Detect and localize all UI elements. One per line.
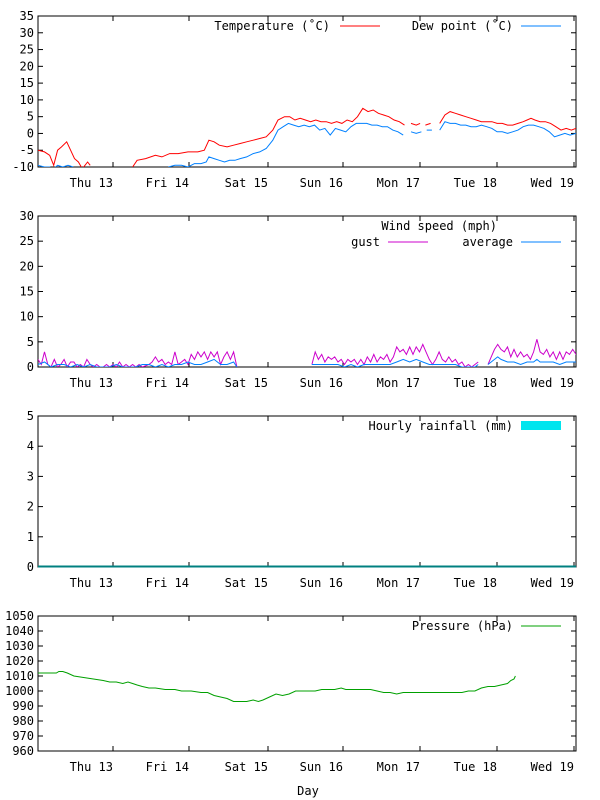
x-tick-label: Sun 16 [300, 760, 343, 774]
legend-entry: Pressure (hPa) [412, 619, 513, 633]
y-tick-label: 15 [20, 285, 34, 299]
series-line [410, 122, 421, 126]
y-tick-label: 4 [27, 439, 34, 453]
series-line [410, 131, 422, 134]
y-tick-label: 1020 [5, 654, 34, 668]
legend-title: Wind speed (mph) [381, 219, 497, 233]
y-tick-label: 1040 [5, 624, 34, 638]
series-line [425, 122, 431, 126]
y-tick-label: 25 [20, 43, 34, 57]
legend-entry: Temperature (˚C) [214, 18, 330, 33]
chart-2: 0 5 10 15 20 25 30 Thu 13 Fri 14 Sat 15 Sun 16 Mon … [20, 209, 577, 390]
x-tick-label: Tue 18 [454, 176, 497, 190]
chart-3: 0 1 2 3 4 5 Thu 13 Fri 14 Sat 15 Sun 16 Mon 17 Tue … [27, 409, 577, 590]
legend-swatch [521, 421, 561, 430]
x-axis-title: Day [297, 784, 319, 798]
x-tick-label: Sun 16 [300, 576, 343, 590]
y-tick-label: 990 [12, 699, 34, 713]
chart-1: -10 -5 0 5 10 15 20 25 30 35 Thu 13 Fri 14 Sat 15 Sun… [12, 9, 577, 190]
y-tick-label: 35 [20, 9, 34, 23]
y-tick-label: 3 [27, 469, 34, 483]
x-tick-label: Wed 19 [531, 760, 574, 774]
y-tick-label: 5 [27, 409, 34, 423]
y-tick-label: 960 [12, 744, 34, 758]
y-tick-label: 20 [20, 259, 34, 273]
y-tick-label: 970 [12, 729, 34, 743]
x-tick-label: Tue 18 [454, 760, 497, 774]
series-line [311, 343, 479, 367]
plot-frame [37, 15, 577, 168]
y-tick-label: 20 [20, 59, 34, 73]
x-tick-label: Mon 17 [377, 760, 420, 774]
y-tick-label: 10 [20, 310, 34, 324]
series-line [168, 122, 404, 167]
y-tick-label: -5 [20, 143, 34, 157]
x-tick-label: Wed 19 [531, 176, 574, 190]
y-tick-label: 0 [27, 360, 34, 374]
y-tick-label: 10 [20, 93, 34, 107]
y-tick-label: 5 [27, 335, 34, 349]
x-tick-label: Fri 14 [146, 176, 189, 190]
x-tick-label: Thu 13 [70, 376, 113, 390]
x-tick-label: Sat 15 [225, 576, 268, 590]
series-line [38, 140, 91, 167]
x-tick-label: Wed 19 [531, 576, 574, 590]
y-tick-label: 1050 [5, 609, 34, 623]
x-tick-label: Tue 18 [454, 576, 497, 590]
x-tick-label: Fri 14 [146, 760, 189, 774]
y-tick-label: 0 [27, 560, 34, 574]
y-tick-label: 980 [12, 714, 34, 728]
series-line [132, 107, 405, 167]
y-tick-label: 1010 [5, 669, 34, 683]
y-tick-label: 1030 [5, 639, 34, 653]
series-line [311, 358, 479, 367]
x-tick-label: Mon 17 [377, 576, 420, 590]
x-tick-label: Sun 16 [300, 176, 343, 190]
y-tick-label: -10 [12, 160, 34, 174]
y-tick-label: 5 [27, 110, 34, 124]
y-tick-label: 2 [27, 500, 34, 514]
y-tick-label: 15 [20, 76, 34, 90]
x-tick-label: Mon 17 [377, 376, 420, 390]
y-tick-label: 0 [27, 126, 34, 140]
x-tick-label: Sat 15 [225, 376, 268, 390]
x-tick-label: Sat 15 [225, 176, 268, 190]
x-tick-label: Thu 13 [70, 176, 113, 190]
x-tick-label: Sat 15 [225, 760, 268, 774]
y-tick-label: 1000 [5, 684, 34, 698]
series-line [439, 111, 576, 131]
series-line [439, 121, 576, 138]
series-line [38, 350, 238, 367]
series-line [38, 671, 516, 703]
x-tick-label: Fri 14 [146, 576, 189, 590]
legend-entry: average [462, 235, 513, 249]
plot-frame [37, 415, 577, 568]
plot-frame [37, 615, 577, 752]
x-tick-label: Thu 13 [70, 760, 113, 774]
x-tick-label: Tue 18 [454, 376, 497, 390]
series-line [38, 358, 238, 367]
y-tick-label: 30 [20, 209, 34, 223]
legend-entry: Dew point (˚C) [412, 18, 513, 33]
series-line [38, 164, 74, 167]
x-tick-label: Wed 19 [531, 376, 574, 390]
x-tick-label: Fri 14 [146, 376, 189, 390]
legend-entry: Hourly rainfall (mm) [369, 419, 514, 433]
legend-entry: gust [351, 235, 380, 249]
y-tick-label: 30 [20, 26, 34, 40]
x-tick-label: Mon 17 [377, 176, 420, 190]
y-tick-label: 25 [20, 234, 34, 248]
series-line [487, 356, 576, 366]
series-line [487, 339, 576, 365]
x-tick-label: Sun 16 [300, 376, 343, 390]
x-tick-label: Thu 13 [70, 576, 113, 590]
y-tick-label: 1 [27, 530, 34, 544]
